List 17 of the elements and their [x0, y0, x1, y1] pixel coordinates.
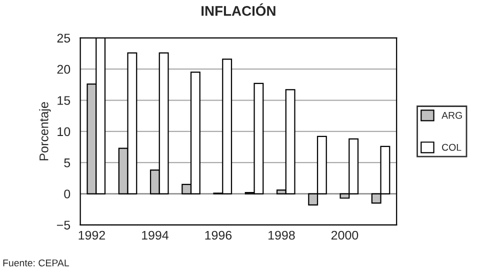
y-tick-label: −5	[56, 220, 70, 230]
y-tick-label: 5	[64, 158, 70, 168]
x-tick-label: 1994	[142, 230, 168, 240]
x-tick-label: 1992	[78, 230, 105, 240]
source-note: Fuente: CEPAL	[3, 259, 70, 266]
y-tick-label: 0	[64, 190, 70, 198]
x-tick-label: 2000	[331, 230, 358, 240]
legend-label: ARG	[442, 112, 462, 119]
y-tick-label: 15	[58, 96, 70, 105]
y-axis-title: Porcentaje	[39, 102, 51, 160]
y-tick-label: 25	[57, 34, 70, 43]
legend-label: COL	[442, 144, 462, 151]
x-tick-label: 1996	[205, 230, 232, 240]
x-tick-label: 1998	[268, 230, 295, 240]
y-tick-label: 20	[57, 64, 70, 74]
chart-title: INFLACIÓN	[202, 3, 276, 16]
y-tick-label: 10	[58, 127, 70, 136]
